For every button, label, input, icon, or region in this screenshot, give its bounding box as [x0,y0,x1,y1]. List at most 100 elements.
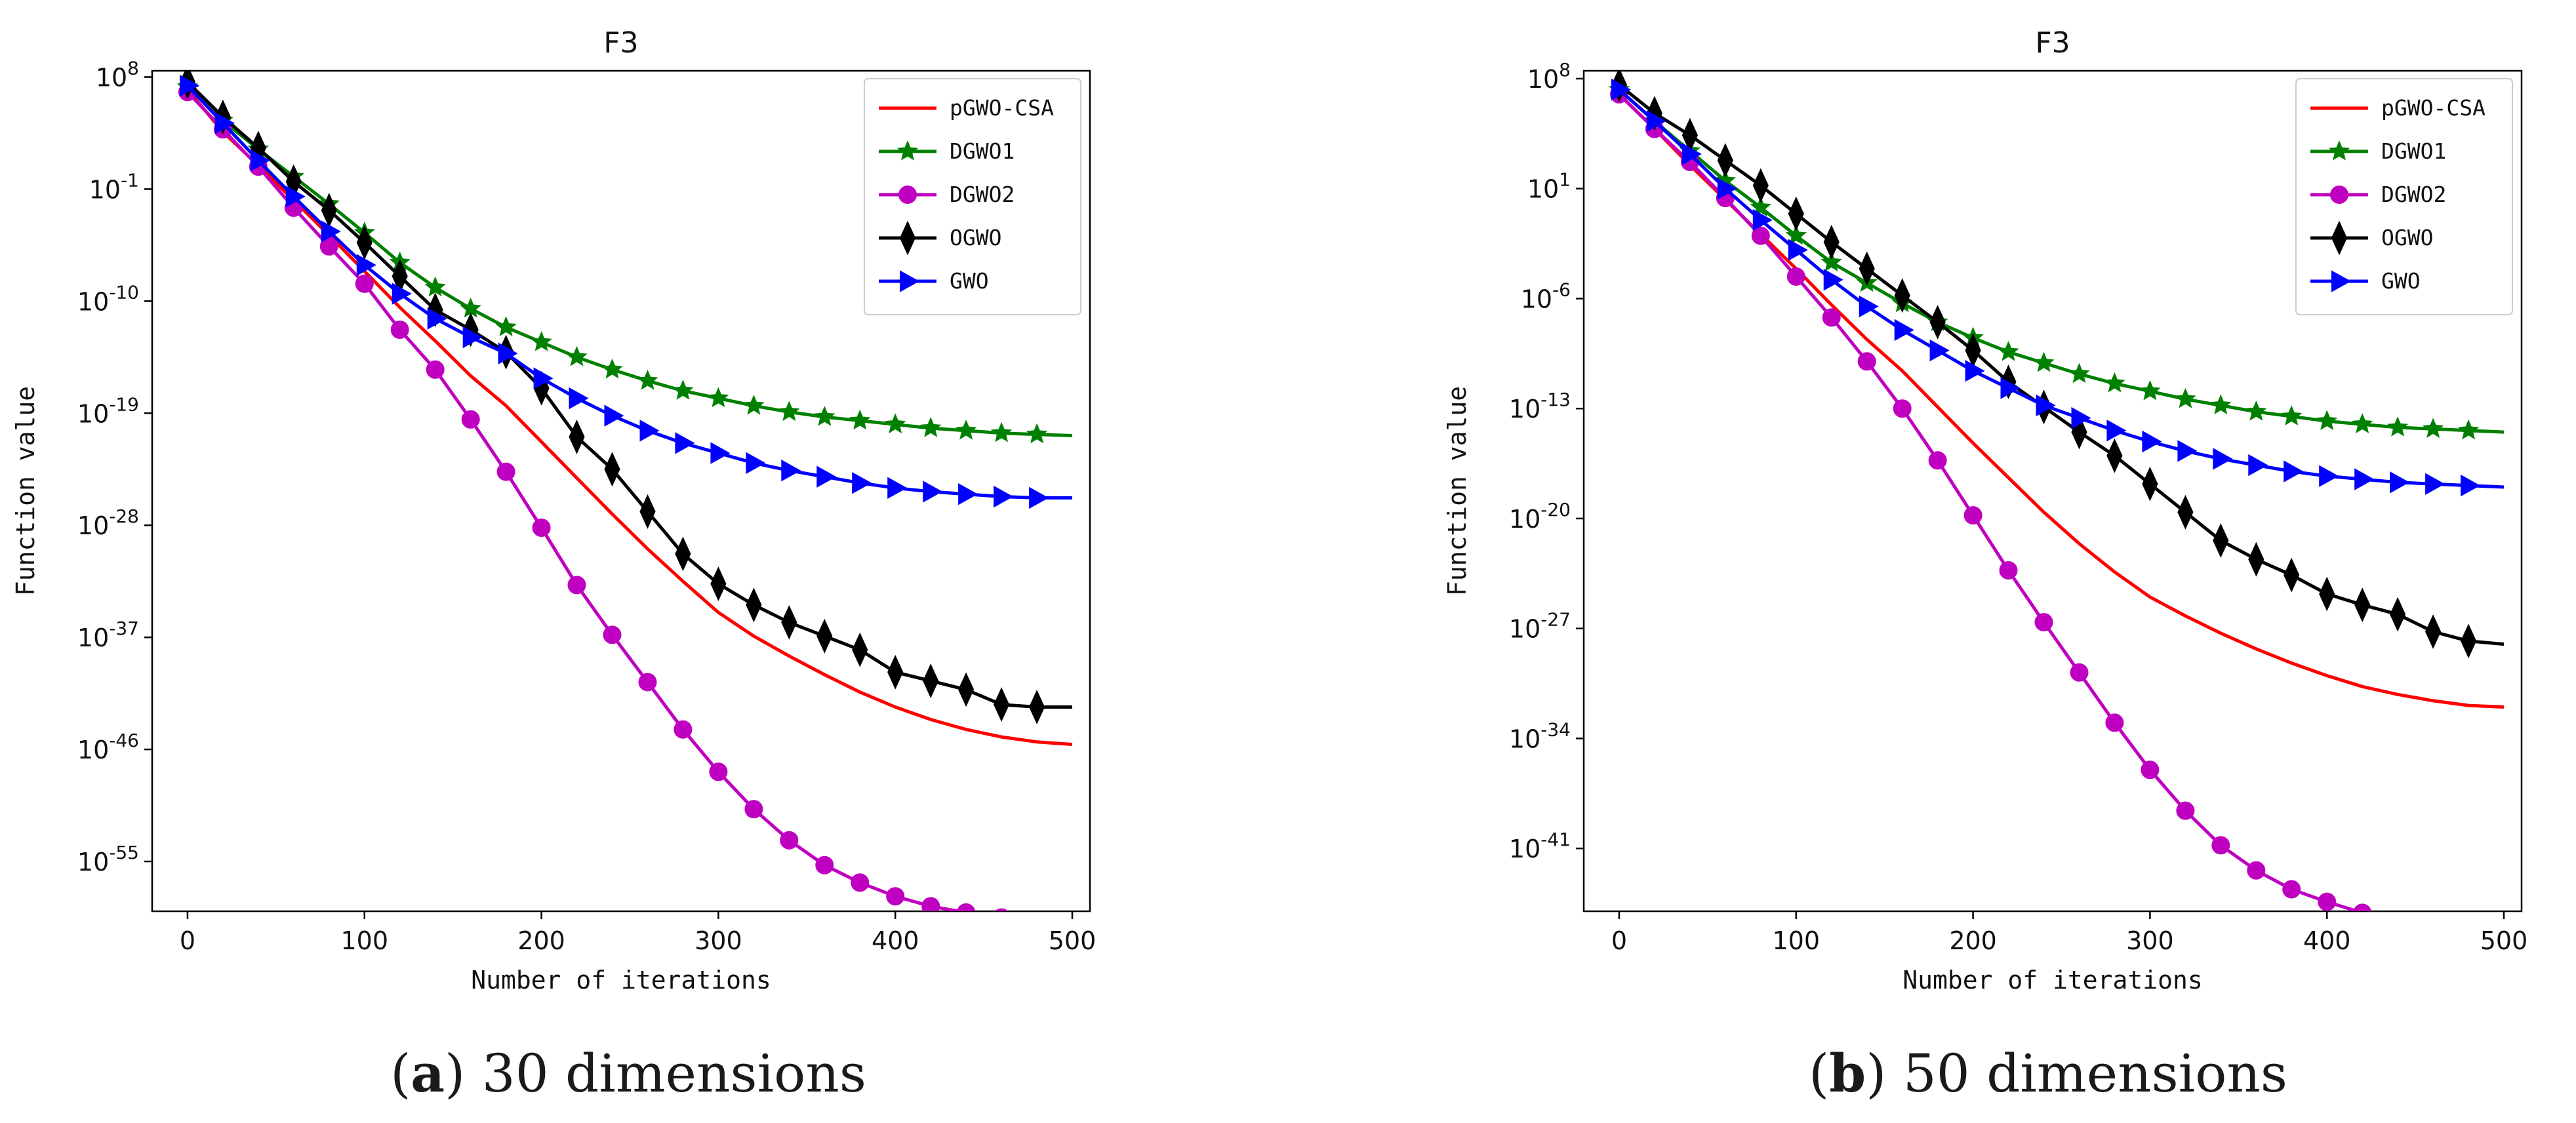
legend-entry-ogwo: OGWO [2310,220,2433,256]
dgwo2-point [1822,308,1841,327]
dgwo2-point [1028,913,1045,930]
ogwo-point [887,654,904,690]
gwo-point [994,485,1014,508]
dgwo1-point [2068,363,2090,384]
gwo-point [675,432,695,454]
x-tick-label: 300 [694,926,742,955]
gwo-point [1646,110,1666,132]
dgwo2-point [2318,892,2337,911]
gwo-point [1823,269,1843,291]
ogwo-point [816,618,833,654]
legend-label: DGWO2 [950,182,1015,207]
caption-a-label: a [411,1042,445,1104]
dgwo1-point [708,387,729,408]
ogwo-point [604,452,620,487]
gwo-point [604,404,624,427]
legend-entry-pgwo-csa: pGWO-CSA [2310,95,2485,121]
dgwo1-point [2422,418,2444,438]
gwo-point [214,112,235,134]
y-tick-label: 108 [1527,59,1571,94]
dgwo2-point [1751,226,1770,245]
gwo-point [1029,486,1049,509]
y-tick-label: 10-10 [77,281,139,316]
dgwo2-point [780,831,799,850]
series-dgwo2 [1610,85,2442,934]
ogwo-point [2354,587,2371,623]
dgwo1-point [1821,251,1842,271]
ogwo-point [1028,690,1045,724]
legend-label: OGWO [2381,225,2433,250]
plot-frame [151,69,1091,913]
dgwo2-point [921,897,940,911]
caption-b-label: b [1829,1042,1866,1104]
caption-b-text: 50 dimensions [1886,1043,2287,1104]
ogwo-point [2284,557,2300,593]
legend-entry-dgwo1: DGWO1 [2310,138,2446,164]
dgwo2-point [1928,451,1947,470]
legend-entry-gwo: GWO [879,268,989,294]
ogwo-point [2425,614,2442,649]
legend-box [2295,78,2513,315]
legend-label: GWO [950,268,989,294]
gwo-point [2319,465,2339,487]
y-tick-label: 101 [1527,169,1571,204]
dgwo2-point [2070,663,2089,682]
dgwo2-point [709,762,728,781]
series-dgwo1 [1608,78,2505,440]
dgwo1-point [2457,419,2480,440]
dgwo1-point [743,394,765,415]
x-axis-label: Number of iterations [1902,966,2203,995]
dgwo1-point [814,406,835,426]
y-axis-label: Function value [1443,386,1472,596]
dgwo1-point [990,422,1013,443]
x-axis-label: Number of iterations [471,966,771,995]
gwo-point [1859,295,1879,318]
dgwo1-point [955,419,977,440]
dgwo1-point [637,369,658,390]
ogwo-point [2106,438,2123,473]
dgwo2-point [1963,506,1982,525]
ogwo-point [2177,494,2194,530]
gwo-point [2425,473,2445,495]
dgwo1-point [2316,410,2338,431]
gwo-point [462,326,483,349]
gwo-point [746,452,766,474]
x-tick-label: 300 [2126,926,2174,955]
gwo-point [180,75,200,97]
ogwo-point [2213,523,2229,558]
y-tick-label: 10-37 [77,618,139,652]
series-gwo [1611,79,2505,497]
x-tick-label: 200 [1949,926,1997,955]
dgwo1-point [1026,423,1048,444]
legend-label: GWO [2381,268,2421,294]
dgwo2-point [638,673,657,692]
gwo-point [923,481,943,503]
gwo-point [816,465,837,488]
dgwo2-point [886,887,905,906]
dgwo2-point [603,625,622,644]
series-gwo [180,75,1072,509]
plot-frame [1582,69,2523,913]
chart-a-30-dimensions: F3 0 100 200 300 400 500 108 10-1 10-10 10-19 10-28… [11,26,1096,995]
ogwo-point [957,672,975,707]
dgwo2-point [2389,912,2406,929]
dgwo2-point [1999,561,2018,580]
gwo-point [1929,339,1950,362]
legend-entry-gwo: GWO [2310,268,2421,294]
dgwo2-point [390,321,409,339]
legend-swatch-marker [898,186,917,204]
dgwo2-point [426,360,445,379]
chart-b-50-dimensions: F3 0 100 200 300 400 500 108 101 10-6 10-13 10-20 10… [1443,26,2527,995]
gwo-point [1965,360,1985,382]
dgwo2-point [2425,917,2442,934]
ogwo-point [2461,623,2477,659]
dgwo2-point [2034,613,2053,632]
gwo-point [781,460,801,482]
legend-label: DGWO2 [2381,182,2446,207]
dgwo2-point [496,462,515,481]
legend-label: DGWO1 [950,138,1015,164]
legend-swatch-marker [2331,270,2352,292]
gwo-point [250,149,270,172]
dgwo2-point [957,903,975,911]
